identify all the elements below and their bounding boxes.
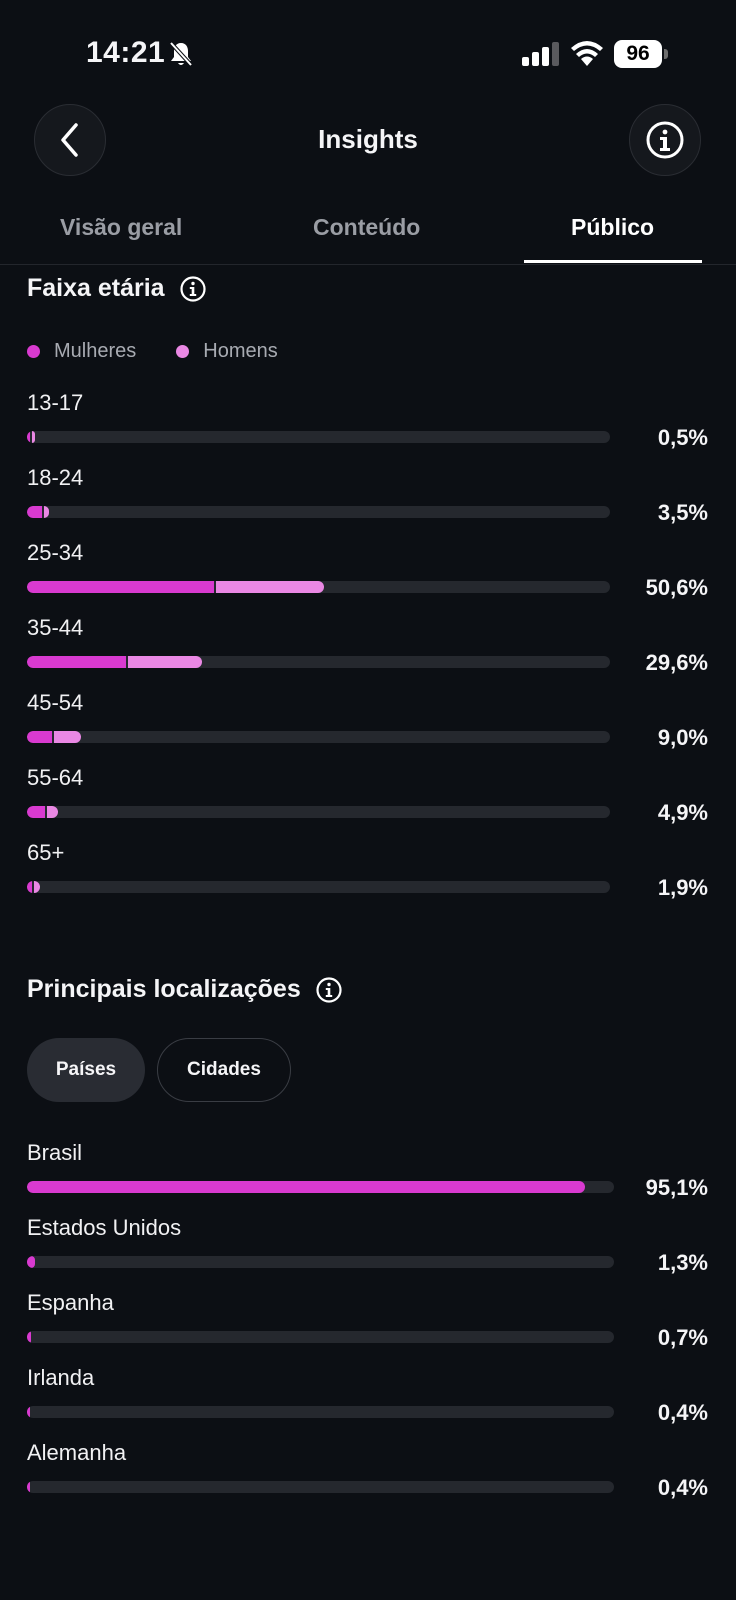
age-bar-men bbox=[128, 656, 202, 668]
tab-audience[interactable]: Público bbox=[571, 214, 655, 240]
location-bar-track bbox=[27, 1181, 614, 1193]
location-bar-track bbox=[27, 1481, 614, 1493]
location-percent: 0,4% bbox=[657, 1475, 708, 1500]
legend-women: Mulheres bbox=[27, 340, 136, 363]
tab-bar: Visão geral Conteúdo Público bbox=[0, 200, 736, 265]
age-bar-women bbox=[27, 581, 214, 593]
location-percent: 0,4% bbox=[657, 1400, 708, 1425]
age-bar-women bbox=[27, 431, 30, 443]
chevron-left-icon bbox=[61, 123, 78, 157]
age-bar-track bbox=[27, 656, 610, 668]
page-title: Insights bbox=[318, 124, 418, 154]
location-bar-track bbox=[27, 1256, 614, 1268]
age-bar-track bbox=[27, 881, 610, 893]
tab-overview[interactable]: Visão geral bbox=[60, 214, 183, 240]
legend-men-swatch bbox=[176, 345, 190, 358]
battery-level: 96 bbox=[614, 40, 662, 68]
age-legend: Mulheres Homens bbox=[27, 340, 318, 363]
age-percent: 4,9% bbox=[657, 800, 708, 825]
age-bar-men bbox=[32, 431, 35, 443]
location-label: Estados Unidos bbox=[27, 1215, 182, 1240]
age-bar-men bbox=[44, 506, 50, 518]
age-section-title: Faixa etária bbox=[27, 274, 207, 303]
legend-women-swatch bbox=[27, 345, 40, 358]
legend-men-label: Homens bbox=[203, 340, 278, 362]
age-label: 18-24 bbox=[27, 465, 84, 490]
location-bar-track bbox=[27, 1331, 614, 1343]
location-bar-fill bbox=[27, 1256, 35, 1268]
location-percent: 95,1% bbox=[645, 1175, 708, 1200]
location-percent: 0,7% bbox=[657, 1325, 708, 1350]
bell-slash-icon bbox=[169, 41, 193, 67]
filter-countries-chip[interactable]: Países bbox=[27, 1038, 145, 1102]
location-percent: 1,3% bbox=[657, 1250, 708, 1275]
age-bar-women bbox=[27, 731, 53, 743]
age-bar-women bbox=[27, 806, 46, 818]
age-bar-women bbox=[27, 881, 32, 893]
locations-section-title: Principais localizações bbox=[27, 975, 343, 1004]
tab-content[interactable]: Conteúdo bbox=[313, 214, 421, 240]
age-label: 35-44 bbox=[27, 615, 84, 640]
age-label: 65+ bbox=[27, 840, 65, 865]
location-bar-fill bbox=[27, 1181, 586, 1193]
age-bar-track bbox=[27, 506, 610, 518]
age-label: 25-34 bbox=[27, 540, 84, 565]
info-icon[interactable] bbox=[179, 275, 207, 303]
battery-tip bbox=[664, 49, 668, 59]
wifi-icon bbox=[571, 41, 603, 66]
age-percent: 9,0% bbox=[657, 725, 708, 750]
location-label: Irlanda bbox=[27, 1365, 95, 1390]
age-title-text: Faixa etária bbox=[27, 274, 165, 302]
battery-icon: 96 bbox=[614, 40, 668, 68]
info-icon[interactable] bbox=[315, 976, 343, 1004]
info-button[interactable] bbox=[629, 104, 701, 176]
age-bar-track bbox=[27, 731, 610, 743]
age-bar-track bbox=[27, 581, 610, 593]
active-tab-indicator bbox=[524, 260, 702, 263]
info-icon bbox=[646, 121, 684, 159]
locations-title-text: Principais localizações bbox=[27, 975, 301, 1003]
legend-women-label: Mulheres bbox=[54, 340, 137, 362]
age-percent: 0,5% bbox=[657, 425, 708, 450]
legend-men: Homens bbox=[176, 340, 278, 363]
age-bar-track bbox=[27, 431, 610, 443]
age-label: 45-54 bbox=[27, 690, 84, 715]
age-label: 55-64 bbox=[27, 765, 84, 790]
age-bar-men bbox=[54, 731, 82, 743]
location-label: Alemanha bbox=[27, 1440, 127, 1465]
age-bar-men bbox=[215, 581, 324, 593]
age-bar-women bbox=[27, 656, 127, 668]
cellular-signal-icon bbox=[522, 42, 559, 66]
location-bar-fill bbox=[27, 1331, 32, 1343]
location-bar-fill bbox=[27, 1406, 30, 1418]
age-bar-men bbox=[47, 806, 58, 818]
back-button[interactable] bbox=[34, 104, 106, 176]
status-bar: 14:21 96 bbox=[0, 0, 736, 100]
status-time: 14:21 bbox=[86, 36, 166, 69]
age-percent: 29,6% bbox=[645, 650, 708, 675]
location-label: Brasil bbox=[27, 1140, 83, 1165]
filter-cities-chip[interactable]: Cidades bbox=[157, 1038, 291, 1102]
age-percent: 1,9% bbox=[657, 875, 708, 900]
location-bar-fill bbox=[27, 1481, 30, 1493]
age-percent: 3,5% bbox=[657, 500, 708, 525]
age-bar-track bbox=[27, 806, 610, 818]
location-bar-track bbox=[27, 1406, 614, 1418]
age-label: 13-17 bbox=[27, 390, 84, 415]
age-bar-men bbox=[33, 881, 41, 893]
age-bar-women bbox=[27, 506, 43, 518]
age-percent: 50,6% bbox=[645, 575, 708, 600]
location-label: Espanha bbox=[27, 1290, 114, 1315]
